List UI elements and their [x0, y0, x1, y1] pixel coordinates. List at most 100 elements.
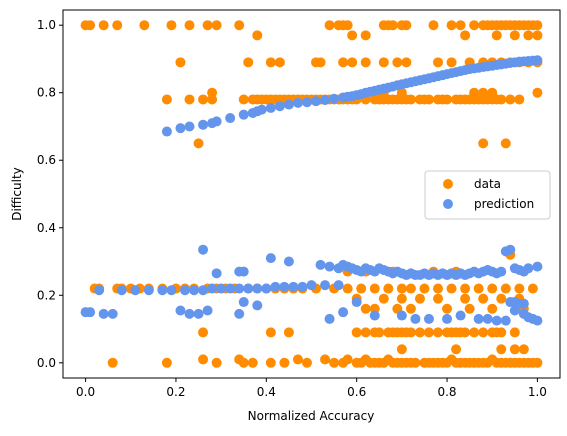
- point-data-20: [446, 20, 457, 31]
- point-prediction-13: [283, 99, 294, 110]
- point-data-172: [500, 283, 511, 294]
- point-data-193: [442, 303, 453, 314]
- point-prediction-158: [473, 313, 484, 324]
- point-data-10: [324, 20, 335, 31]
- point-data-238: [292, 354, 303, 365]
- point-prediction-127: [198, 285, 209, 296]
- point-data-51: [347, 57, 358, 68]
- point-prediction-150: [338, 307, 349, 318]
- point-data-42: [523, 30, 534, 41]
- point-data-226: [496, 344, 507, 355]
- point-data-166: [419, 283, 430, 294]
- point-data-52: [360, 57, 371, 68]
- y-tick-label: 0.8: [37, 86, 56, 100]
- point-data-228: [518, 344, 529, 355]
- point-prediction-123: [157, 285, 168, 296]
- point-prediction-168: [532, 315, 543, 326]
- point-prediction-165: [518, 298, 529, 309]
- point-prediction-109: [505, 244, 516, 255]
- point-prediction-144: [193, 308, 204, 319]
- point-data-54: [392, 57, 403, 68]
- point-data-130: [487, 87, 498, 98]
- point-data-257: [410, 357, 421, 368]
- point-data-129: [478, 87, 489, 98]
- points-layer: [80, 20, 543, 368]
- point-data-219: [478, 327, 489, 338]
- point-prediction-2: [184, 121, 195, 132]
- point-prediction-68: [238, 266, 249, 277]
- point-data-235: [247, 357, 258, 368]
- point-prediction-139: [306, 280, 317, 291]
- point-data-192: [405, 303, 416, 314]
- point-prediction-63: [198, 244, 209, 255]
- point-data-222: [496, 327, 507, 338]
- point-data-210: [414, 327, 425, 338]
- point-data-230: [161, 357, 172, 368]
- y-tick-label: 0.4: [37, 221, 56, 235]
- point-prediction-14: [292, 97, 303, 108]
- point-data-181: [378, 293, 389, 304]
- point-data-199: [283, 327, 294, 338]
- point-data-111: [442, 94, 453, 105]
- point-data-223: [509, 327, 520, 338]
- point-data-203: [374, 327, 385, 338]
- point-prediction-147: [238, 297, 249, 308]
- point-data-39: [460, 30, 471, 41]
- point-data-45: [243, 57, 254, 68]
- point-data-229: [107, 357, 118, 368]
- legend-label-data: data: [474, 177, 501, 191]
- point-data-194: [464, 303, 475, 314]
- point-data-7: [202, 20, 213, 31]
- point-prediction-153: [396, 310, 407, 321]
- point-data-47: [274, 57, 285, 68]
- point-prediction-141: [333, 280, 344, 291]
- point-data-9: [234, 20, 245, 31]
- point-data-189: [360, 303, 371, 314]
- point-data-53: [378, 57, 389, 68]
- point-data-3: [112, 20, 123, 31]
- point-data-160: [342, 283, 353, 294]
- point-prediction-156: [442, 313, 453, 324]
- point-data-239: [301, 357, 312, 368]
- point-prediction-120: [116, 285, 127, 296]
- point-data-209: [405, 327, 416, 338]
- point-prediction-155: [423, 313, 434, 324]
- point-prediction-113: [523, 263, 534, 274]
- point-data-184: [433, 293, 444, 304]
- point-prediction-62: [532, 55, 543, 66]
- point-data-19: [428, 20, 439, 31]
- point-prediction-152: [369, 310, 380, 321]
- point-data-36: [252, 30, 263, 41]
- legend: data prediction: [424, 170, 551, 220]
- y-tick-label: 0.6: [37, 153, 56, 167]
- point-data-231: [198, 354, 209, 365]
- point-data-225: [451, 344, 462, 355]
- point-prediction-169: [509, 305, 520, 316]
- point-data-167: [433, 283, 444, 294]
- point-prediction-143: [184, 308, 195, 319]
- point-data-165: [405, 283, 416, 294]
- point-prediction-10: [256, 104, 267, 115]
- x-tick-label: 0.0: [76, 385, 95, 399]
- legend-label-prediction: prediction: [474, 197, 534, 211]
- point-prediction-151: [351, 297, 362, 308]
- point-data-237: [279, 357, 290, 368]
- point-prediction-66: [211, 268, 222, 279]
- point-prediction-134: [261, 283, 272, 294]
- point-prediction-3: [198, 119, 209, 130]
- point-data-50: [338, 57, 349, 68]
- point-prediction-132: [243, 283, 254, 294]
- point-data-198: [265, 327, 276, 338]
- legend-marker-prediction: [443, 199, 453, 209]
- point-prediction-65: [283, 256, 294, 267]
- y-axis-label: Difficulty: [10, 167, 24, 221]
- point-data-37: [347, 30, 358, 41]
- point-data-132: [193, 138, 204, 149]
- point-data-195: [487, 303, 498, 314]
- point-prediction-18: [329, 93, 340, 104]
- point-data-66: [161, 94, 172, 105]
- point-prediction-126: [189, 285, 200, 296]
- point-data-134: [500, 138, 511, 149]
- point-data-4: [139, 20, 150, 31]
